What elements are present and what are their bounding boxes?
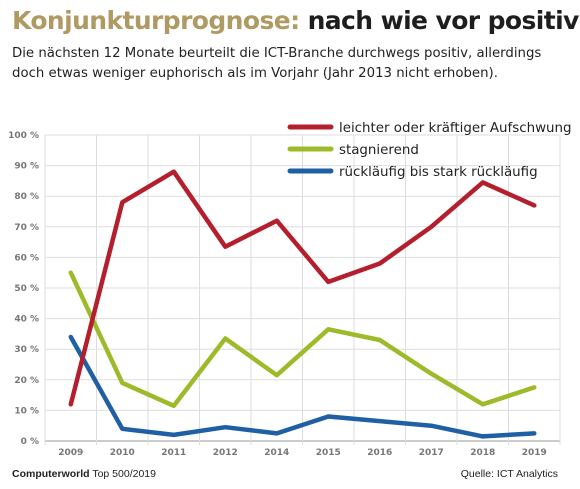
page-title: Konjunkturprognose: nach wie vor positiv: [12, 6, 579, 35]
y-tick-label: 70 %: [14, 223, 39, 233]
y-axis-ticks: 0 % 10 % 20 % 30 % 40 % 50 % 60 % 70 % 80 % 90 % 1…: [8, 131, 39, 447]
x-tick-label: 2009: [58, 448, 83, 458]
subtitle: Die nächsten 12 Monate beurteilt die ICT…: [12, 46, 542, 81]
y-tick-label: 100 %: [8, 131, 39, 141]
y-tick-label: 20 %: [14, 376, 39, 386]
x-tick-label: 2014: [264, 448, 289, 458]
title-rest: nach wie vor positiv: [307, 6, 580, 35]
series-line: [68, 334, 537, 439]
y-tick-label: 80 %: [14, 192, 39, 202]
legend-label: rückläufig bis stark rückläufig: [339, 165, 538, 180]
footer-credit: Quelle: ICT Analytics: [460, 468, 558, 480]
footer-suffix: Top 500/2019: [92, 468, 156, 480]
x-axis-ticks: 2009 2010 2011 2012 2014 2015 2016 2017 2018 2019: [58, 448, 547, 458]
y-tick-label: 90 %: [14, 162, 39, 172]
x-tick-label: 2017: [419, 448, 444, 458]
legend-label: stagnierend: [339, 143, 419, 158]
y-tick-label: 60 %: [14, 253, 39, 263]
chart-series: [68, 169, 537, 439]
title-accent: Konjunkturprognose:: [12, 6, 300, 35]
x-tick-label: 2018: [470, 448, 495, 458]
footer-source: Computerworld Top 500/2019: [12, 468, 156, 480]
footer-brand: Computerworld: [12, 468, 90, 480]
y-tick-label: 40 %: [14, 315, 39, 325]
series-line: [68, 270, 537, 409]
x-tick-label: 2016: [367, 448, 392, 458]
x-tick-label: 2010: [110, 448, 135, 458]
x-tick-label: 2012: [213, 448, 238, 458]
chart-legend: leichter oder kräftiger Aufschwung stagni…: [287, 121, 572, 180]
y-tick-label: 0 %: [21, 437, 39, 447]
y-tick-label: 50 %: [14, 284, 39, 294]
x-tick-label: 2011: [161, 448, 186, 458]
legend-label: leichter oder kräftiger Aufschwung: [339, 121, 572, 136]
x-tick-label: 2015: [316, 448, 341, 458]
y-tick-label: 10 %: [14, 406, 39, 416]
y-tick-label: 30 %: [14, 345, 39, 355]
x-tick-label: 2019: [522, 448, 547, 458]
series-line: [68, 169, 537, 407]
